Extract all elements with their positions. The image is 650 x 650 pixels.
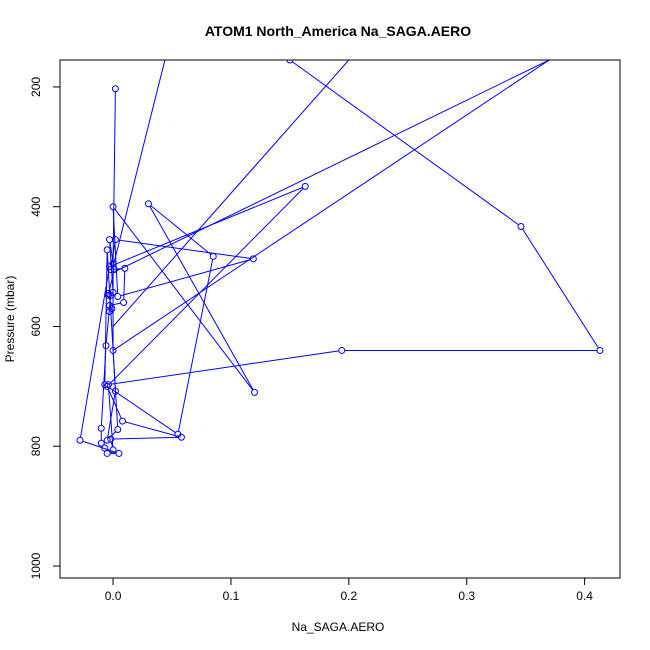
- series-line-segment: [110, 441, 113, 448]
- data-point: [177, 433, 185, 441]
- chart-title: ATOM1 North_America Na_SAGA.AERO: [205, 23, 471, 39]
- series-line-segment: [108, 272, 115, 293]
- series-line-segment: [112, 60, 550, 351]
- data-point: [111, 85, 119, 93]
- series-line-segment: [114, 208, 254, 391]
- data-point: [286, 60, 294, 64]
- series-line-segment: [107, 388, 122, 419]
- y-tick-label: 1000: [29, 552, 43, 579]
- data-point: [301, 182, 309, 190]
- data-point: [102, 342, 110, 350]
- series-line-segment: [118, 239, 251, 259]
- series-line-segment: [111, 350, 339, 385]
- series-line-segment: [109, 242, 115, 267]
- data-point: [103, 436, 111, 444]
- data-point: [596, 346, 604, 354]
- series-line-segment: [292, 61, 519, 226]
- data-point: [111, 387, 119, 395]
- data-point: [103, 449, 111, 457]
- series-line-segment: [522, 228, 599, 349]
- data-point: [338, 346, 346, 354]
- data-point: [107, 291, 115, 299]
- y-tick-label: 200: [29, 77, 43, 97]
- data-point: [97, 439, 105, 447]
- series-line-segment: [108, 387, 114, 447]
- data-point: [108, 305, 116, 313]
- y-tick-label: 600: [29, 316, 43, 336]
- series-line-segment: [112, 60, 350, 327]
- data-point: [209, 252, 217, 260]
- series-line-segment: [149, 206, 254, 390]
- data-point: [107, 435, 115, 443]
- plot-data-layer: [76, 60, 604, 457]
- series-line-segment: [123, 271, 126, 300]
- series-line-segment: [120, 259, 251, 297]
- series-line-segment: [112, 60, 166, 267]
- series-line-segment: [80, 269, 110, 438]
- data-point: [109, 346, 117, 354]
- data-point: [106, 263, 114, 271]
- data-point: [107, 266, 115, 274]
- y-axis-label: Pressure (mbar): [3, 276, 17, 363]
- data-point: [249, 255, 257, 263]
- data-point: [115, 449, 123, 457]
- series-line-segment: [112, 91, 116, 261]
- data-point: [121, 264, 129, 272]
- series-line-segment: [106, 385, 176, 434]
- x-tick-label: 0.2: [340, 589, 357, 603]
- data-point: [114, 425, 122, 433]
- y-axis: 200 400 600 800 1000: [29, 77, 60, 579]
- data-point: [103, 382, 111, 390]
- series-line-segment: [106, 252, 119, 427]
- data-point: [120, 299, 128, 307]
- data-point: [517, 222, 525, 230]
- x-tick-label: 0.4: [576, 589, 593, 603]
- data-point: [114, 293, 122, 301]
- data-point: [103, 246, 111, 254]
- plot-frame: [59, 59, 621, 579]
- series-line-segment: [105, 298, 111, 343]
- series-line-segment: [110, 242, 116, 267]
- series-line-segment: [125, 421, 179, 437]
- data-point: [109, 446, 117, 454]
- series-line-segment: [150, 205, 212, 255]
- series-line-segment: [108, 188, 304, 385]
- series-line-segment: [113, 436, 179, 440]
- x-tick-label: 0.3: [458, 589, 475, 603]
- x-tick-label: 0.1: [223, 589, 240, 603]
- x-axis-label: Na_SAGA.AERO: [292, 620, 385, 634]
- data-point: [109, 203, 117, 211]
- data-point: [76, 436, 84, 444]
- data-point: [144, 200, 152, 208]
- x-axis: 0.0 0.1 0.2 0.3 0.4: [105, 578, 593, 603]
- data-point: [97, 424, 105, 432]
- series-line-segment: [112, 60, 550, 274]
- y-tick-label: 400: [29, 196, 43, 216]
- series-line-segment: [112, 302, 121, 306]
- data-point: [104, 381, 112, 389]
- data-point: [106, 236, 114, 244]
- series-line-segment: [112, 209, 119, 294]
- y-tick-label: 800: [29, 436, 43, 456]
- data-point: [251, 388, 259, 396]
- x-tick-label: 0.0: [105, 589, 122, 603]
- data-point: [118, 417, 126, 425]
